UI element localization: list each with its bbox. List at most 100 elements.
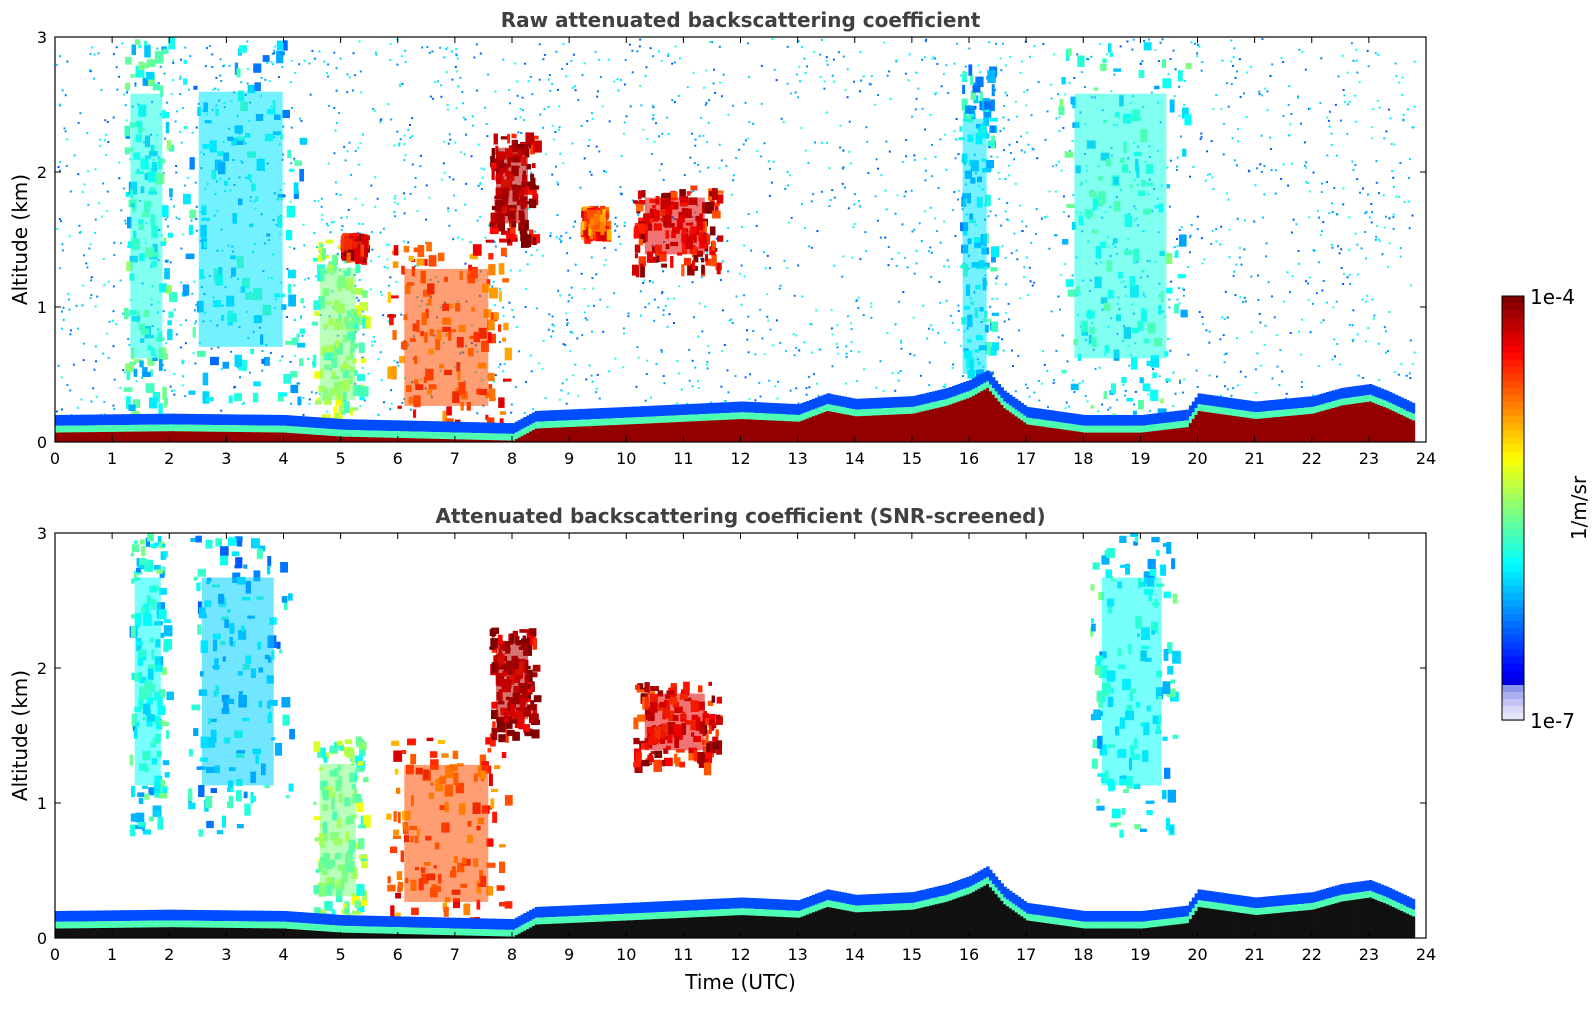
bl-edge: [283, 425, 287, 433]
noise-speck: [1176, 169, 1178, 171]
noise-speck: [361, 310, 364, 313]
noise-speck: [1189, 234, 1192, 237]
noise-speck: [1197, 43, 1200, 46]
noise-speck: [1271, 295, 1273, 298]
noise-speck: [334, 129, 337, 132]
noise-speck: [661, 351, 663, 354]
noise-speck: [118, 161, 120, 164]
bl-core: [220, 431, 225, 442]
noise-speck: [663, 382, 666, 385]
bl-edge: [72, 425, 76, 433]
bl-core: [971, 395, 976, 442]
noise-speck: [911, 230, 914, 233]
noise-speck: [1169, 159, 1172, 162]
noise-speck: [744, 139, 747, 142]
noise-speck: [748, 76, 751, 79]
noise-speck: [431, 50, 434, 53]
feature-cell: [585, 226, 590, 239]
feature-cell: [985, 341, 991, 355]
noise-speck: [841, 182, 844, 185]
noise-speck: [755, 224, 758, 227]
bl-core: [326, 435, 330, 442]
feature-cell: [354, 248, 360, 260]
feature-cell: [161, 110, 166, 119]
noise-speck: [934, 155, 937, 158]
bl-core: [983, 389, 987, 442]
bl-core: [623, 424, 627, 442]
noise-speck: [1059, 273, 1062, 276]
bl-halo: [469, 422, 473, 433]
noise-speck: [536, 307, 538, 310]
noise-speck: [662, 309, 665, 312]
noise-speck: [944, 383, 947, 386]
noise-speck: [432, 97, 435, 100]
bl-edge: [380, 430, 385, 438]
bl-core: [126, 431, 130, 442]
bl-core: [452, 439, 456, 442]
noise-speck: [1373, 314, 1376, 317]
noise-speck: [1383, 226, 1386, 229]
noise-speck: [889, 97, 892, 100]
noise-speck: [569, 236, 572, 239]
feature-cell: [164, 397, 168, 405]
noise-speck: [779, 284, 782, 287]
noise-speck: [658, 169, 661, 172]
bl-edge: [323, 428, 327, 436]
noise-speck: [816, 382, 818, 385]
noise-speck: [738, 272, 741, 275]
bl-halo: [466, 422, 470, 433]
bl-edge: [274, 425, 279, 433]
noise-speck: [627, 315, 630, 318]
noise-speck: [1206, 150, 1208, 153]
feature-cell: [493, 224, 497, 229]
noise-speck: [1169, 349, 1172, 352]
bl-halo: [914, 395, 919, 407]
noise-speck: [113, 378, 116, 381]
bl-core: [566, 427, 570, 442]
feature-cell: [287, 283, 291, 294]
noise-speck: [1342, 272, 1345, 275]
noise-speck: [519, 116, 522, 119]
noise-speck: [1348, 216, 1351, 219]
bl-edge: [426, 431, 430, 439]
noise-speck: [1337, 75, 1340, 78]
bl-halo: [417, 420, 422, 432]
bl-edge: [632, 417, 636, 425]
bl-core: [529, 431, 533, 442]
noise-speck: [571, 331, 574, 334]
noise-speck: [448, 133, 451, 136]
noise-speck: [1174, 68, 1177, 71]
bl-halo: [60, 414, 65, 426]
feature-cell: [228, 395, 233, 404]
noise-speck: [1362, 377, 1365, 379]
feature-cell: [1090, 405, 1094, 409]
bl-edge: [817, 407, 822, 415]
bl-core: [366, 437, 370, 442]
noise-speck: [668, 313, 671, 316]
bl-core: [966, 398, 970, 442]
bl-edge: [100, 425, 105, 433]
noise-speck: [135, 380, 138, 383]
noise-speck: [795, 73, 798, 76]
bl-core: [629, 424, 633, 442]
bl-halo: [537, 410, 542, 422]
noise-speck: [90, 294, 93, 296]
bl-halo: [771, 403, 776, 414]
noise-speck: [833, 80, 836, 83]
noise-speck: [502, 314, 505, 317]
bl-halo: [612, 407, 616, 419]
bl-halo: [512, 423, 516, 434]
noise-speck: [1224, 385, 1226, 388]
noise-speck: [414, 177, 417, 179]
bl-core: [223, 431, 227, 442]
bl-halo: [200, 414, 205, 425]
bl-edge: [360, 430, 365, 438]
bl-edge: [840, 406, 844, 414]
feature-cell: [321, 248, 327, 261]
noise-speck: [565, 312, 568, 315]
noise-speck: [955, 118, 958, 120]
noise-speck: [1301, 50, 1304, 53]
bl-halo: [877, 397, 882, 409]
bl-edge: [954, 395, 959, 403]
noise-speck: [217, 88, 220, 91]
